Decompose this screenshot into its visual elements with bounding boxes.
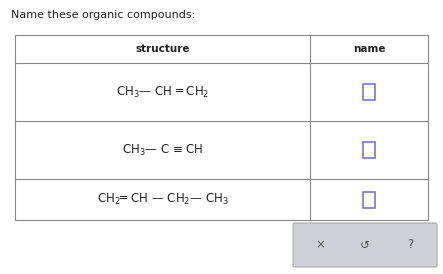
Text: ?: ? (407, 238, 413, 252)
Text: structure: structure (135, 44, 190, 54)
Text: ↺: ↺ (360, 238, 370, 252)
Bar (363, 142, 375, 158)
FancyBboxPatch shape (293, 223, 437, 267)
Text: ×: × (315, 238, 325, 252)
Text: Name these organic compounds:: Name these organic compounds: (11, 10, 195, 20)
Bar (363, 84, 375, 100)
Text: CH$_3$— C ≡ CH: CH$_3$— C ≡ CH (122, 142, 203, 158)
Bar (15, 35, 428, 220)
Bar (363, 192, 375, 207)
Text: CH$_2$═ CH — CH$_2$— CH$_3$: CH$_2$═ CH — CH$_2$— CH$_3$ (97, 192, 229, 207)
Text: name: name (353, 44, 385, 54)
Text: CH$_3$— CH ═ CH$_2$: CH$_3$— CH ═ CH$_2$ (116, 84, 209, 99)
